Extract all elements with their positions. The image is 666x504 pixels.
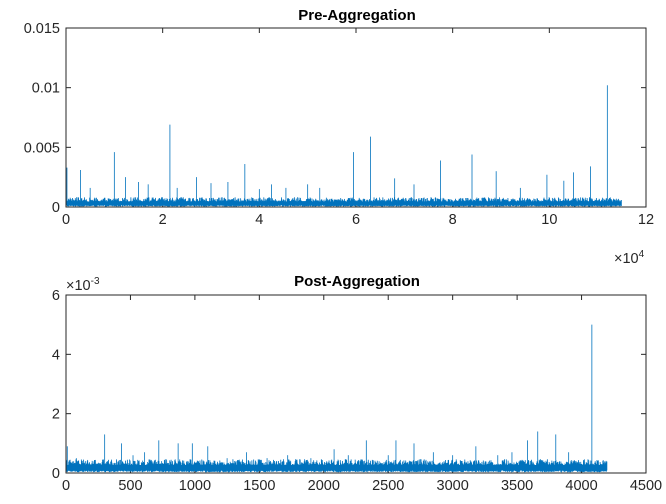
x-tick-label: 0 bbox=[62, 212, 70, 228]
x-tick-label: 4000 bbox=[565, 478, 597, 494]
x-tick-label: 8 bbox=[449, 212, 457, 228]
series-trace bbox=[66, 197, 621, 206]
x-tick-label: 1500 bbox=[243, 478, 275, 494]
y-tick-label: 0 bbox=[52, 200, 60, 216]
y-exponent-label: ×10-3 bbox=[66, 276, 100, 294]
y-tick-label: 0.005 bbox=[24, 140, 60, 156]
exponent-power: -3 bbox=[91, 276, 100, 287]
exponent-base: ×10 bbox=[614, 251, 639, 267]
chart-title: Post-Aggregation bbox=[294, 273, 420, 290]
x-tick-label: 3500 bbox=[501, 478, 533, 494]
x-axis: 0 2 4 6 8 10 12 bbox=[62, 28, 654, 228]
exponent-base: ×10 bbox=[66, 278, 91, 294]
plot-area bbox=[66, 85, 621, 206]
plot-area bbox=[66, 325, 607, 473]
series-trace bbox=[66, 459, 607, 472]
x-tick-label: 2000 bbox=[308, 478, 340, 494]
x-tick-label: 3000 bbox=[437, 478, 469, 494]
x-tick-label: 4 bbox=[255, 212, 263, 228]
axes-frame bbox=[66, 28, 646, 207]
chart-title: Pre-Aggregation bbox=[298, 7, 416, 24]
x-tick-label: 12 bbox=[638, 212, 654, 228]
x-tick-label: 6 bbox=[352, 212, 360, 228]
pre-aggregation-chart: Pre-Aggregation 0 2 4 6 8 10 12 0 0.005 0.01 0.01… bbox=[24, 7, 654, 267]
y-tick-label: 4 bbox=[52, 347, 60, 363]
y-tick-label: 0.01 bbox=[32, 81, 60, 97]
x-tick-label: 4500 bbox=[630, 478, 662, 494]
axes-frame bbox=[66, 295, 646, 473]
x-exponent-label: ×104 bbox=[614, 249, 645, 267]
y-tick-label: 0 bbox=[52, 466, 60, 482]
x-tick-label: 2500 bbox=[372, 478, 404, 494]
x-tick-label: 0 bbox=[62, 478, 70, 494]
x-tick-label: 2 bbox=[159, 212, 167, 228]
y-tick-label: 0.015 bbox=[24, 21, 60, 37]
x-tick-label: 10 bbox=[541, 212, 557, 228]
exponent-power: 4 bbox=[639, 249, 645, 260]
y-tick-label: 2 bbox=[52, 407, 60, 423]
y-tick-label: 6 bbox=[52, 288, 60, 304]
post-aggregation-chart: Post-Aggregation 0 500 1000 1500 2000 2500 300… bbox=[52, 273, 662, 494]
x-tick-label: 500 bbox=[118, 478, 142, 494]
x-tick-label: 1000 bbox=[179, 478, 211, 494]
y-axis: 0 2 4 6 bbox=[52, 288, 646, 482]
y-axis: 0 0.005 0.01 0.015 bbox=[24, 21, 646, 216]
